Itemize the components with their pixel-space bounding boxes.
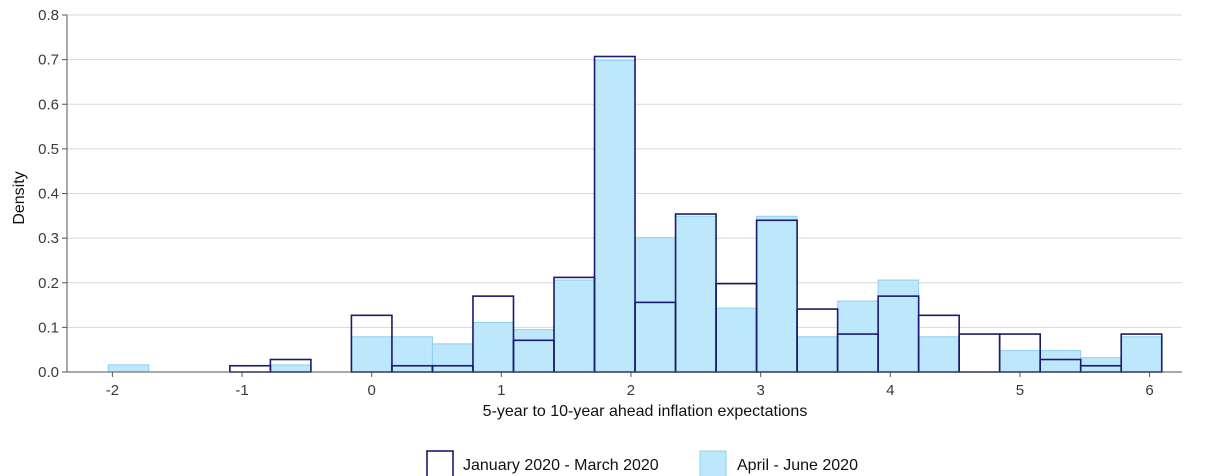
bar-april-june xyxy=(796,336,839,373)
x-tick-label: 4 xyxy=(886,382,894,399)
bar-april-june xyxy=(715,307,758,373)
bar-april-june xyxy=(918,336,960,373)
x-axis-ticks: -2 -1 0 1 2 3 4 5 6 xyxy=(106,372,1154,399)
legend-label-april-june: April - June 2020 xyxy=(737,457,858,474)
legend-label-jan-march: January 2020 - March 2020 xyxy=(463,457,659,474)
bar-april-june xyxy=(350,336,393,373)
bar-april-june xyxy=(472,321,514,373)
y-tick-label: 0.2 xyxy=(38,275,59,292)
y-axis-ticks: 0.0 0.1 0.2 0.3 0.4 0.5 0.6 0.7 0.8 xyxy=(38,7,67,381)
legend: January 2020 - March 2020 April - June 2… xyxy=(426,450,858,476)
bar-april-june xyxy=(1039,350,1082,373)
bar-april-june xyxy=(431,343,474,373)
bar-april-june xyxy=(594,60,636,373)
y-tick-label: 0.4 xyxy=(38,186,59,203)
x-tick-label: 1 xyxy=(497,382,505,399)
x-tick-label: 3 xyxy=(756,382,764,399)
legend-item-april-june: April - June 2020 xyxy=(699,450,858,476)
bar-jan-march xyxy=(229,364,272,373)
y-tick-label: 0.1 xyxy=(38,319,59,336)
bar-april-june xyxy=(512,329,555,373)
x-tick-label: -1 xyxy=(235,382,248,399)
bar-april-june xyxy=(553,279,596,373)
x-tick-label: -2 xyxy=(106,382,119,399)
bar-april-june xyxy=(837,300,879,373)
bar-april-june xyxy=(877,279,920,373)
bar-april-june xyxy=(1080,357,1122,373)
x-axis-title: 5-year to 10-year ahead inflation expect… xyxy=(483,403,808,420)
bar-april-june xyxy=(269,364,312,373)
bar-april-june xyxy=(634,237,677,373)
legend-swatch-jan-march xyxy=(426,450,454,476)
y-axis-title: Density xyxy=(11,171,28,224)
bar-april-june xyxy=(756,215,798,373)
x-tick-label: 5 xyxy=(1016,382,1024,399)
bar-april-june xyxy=(107,364,150,373)
legend-swatch-april-june xyxy=(699,450,727,476)
bar-april-june xyxy=(391,336,433,373)
axes xyxy=(66,15,1182,373)
y-tick-label: 0.5 xyxy=(38,141,59,158)
x-tick-label: 2 xyxy=(627,382,635,399)
x-tick-label: 0 xyxy=(368,382,376,399)
series-april-june-bars xyxy=(107,60,1163,373)
legend-item-jan-march: January 2020 - March 2020 xyxy=(426,450,659,476)
y-tick-label: 0.0 xyxy=(38,364,59,381)
y-tick-label: 0.3 xyxy=(38,230,59,247)
y-tick-label: 0.7 xyxy=(38,52,59,69)
y-tick-label: 0.6 xyxy=(38,96,59,113)
bar-april-june xyxy=(1120,336,1163,373)
bar-april-june xyxy=(675,215,717,373)
bar-april-june xyxy=(999,350,1041,373)
y-tick-label: 0.8 xyxy=(38,7,59,24)
x-tick-label: 6 xyxy=(1145,382,1153,399)
bar-jan-march xyxy=(958,333,1001,373)
